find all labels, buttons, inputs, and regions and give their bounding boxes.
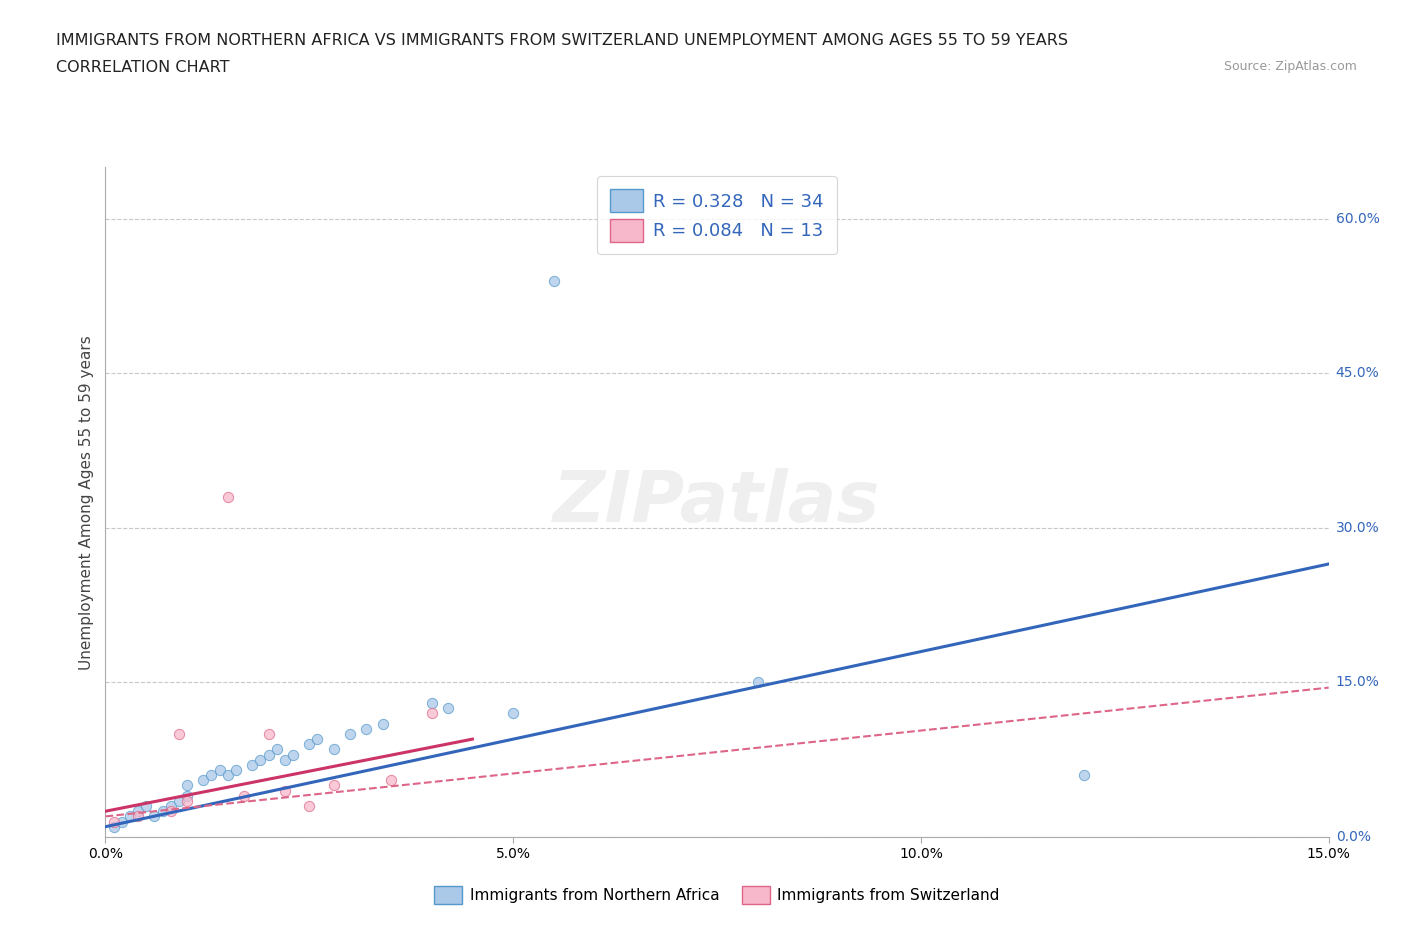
Point <box>152 804 174 818</box>
Point <box>208 763 231 777</box>
Text: 0.0%: 0.0% <box>1336 830 1371 844</box>
Point <box>1073 768 1095 783</box>
Point <box>420 706 443 721</box>
Point <box>240 757 263 772</box>
Point <box>298 737 321 751</box>
Legend: Immigrants from Northern Africa, Immigrants from Switzerland: Immigrants from Northern Africa, Immigra… <box>429 880 1005 910</box>
Text: Source: ZipAtlas.com: Source: ZipAtlas.com <box>1223 60 1357 73</box>
Point <box>339 726 361 741</box>
Point <box>420 696 443 711</box>
Point <box>176 793 198 808</box>
Text: 15.0%: 15.0% <box>1336 675 1379 689</box>
Point <box>159 804 181 818</box>
Point <box>380 773 402 788</box>
Point <box>356 722 378 737</box>
Point <box>502 706 524 721</box>
Point <box>103 819 125 834</box>
Point <box>176 789 198 804</box>
Text: 60.0%: 60.0% <box>1336 212 1379 226</box>
Point <box>249 752 271 767</box>
Y-axis label: Unemployment Among Ages 55 to 59 years: Unemployment Among Ages 55 to 59 years <box>79 335 94 670</box>
Point <box>111 814 134 829</box>
Point <box>543 273 565 288</box>
Point <box>747 675 769 690</box>
Point <box>274 752 297 767</box>
Point <box>159 799 181 814</box>
Text: CORRELATION CHART: CORRELATION CHART <box>56 60 229 75</box>
Text: 45.0%: 45.0% <box>1336 366 1379 380</box>
Point <box>298 799 321 814</box>
Point <box>233 789 256 804</box>
Point <box>127 809 149 824</box>
Point <box>322 742 344 757</box>
Point <box>225 763 247 777</box>
Point <box>274 783 297 798</box>
Point <box>266 742 288 757</box>
Point <box>371 716 394 731</box>
Point <box>167 726 190 741</box>
Point <box>135 799 157 814</box>
Text: 30.0%: 30.0% <box>1336 521 1379 535</box>
Point <box>176 778 198 793</box>
Point <box>127 804 149 818</box>
Point <box>200 768 222 783</box>
Text: IMMIGRANTS FROM NORTHERN AFRICA VS IMMIGRANTS FROM SWITZERLAND UNEMPLOYMENT AMON: IMMIGRANTS FROM NORTHERN AFRICA VS IMMIG… <box>56 33 1069 47</box>
Point <box>281 747 304 762</box>
Point <box>437 701 460 716</box>
Point <box>322 778 344 793</box>
Point <box>167 793 190 808</box>
Point <box>193 773 215 788</box>
Point <box>257 747 280 762</box>
Point <box>307 732 329 747</box>
Point <box>118 809 141 824</box>
Point <box>103 814 125 829</box>
Text: ZIPatlas: ZIPatlas <box>554 468 880 537</box>
Point <box>217 489 239 504</box>
Point <box>217 768 239 783</box>
Point <box>143 809 166 824</box>
Point <box>257 726 280 741</box>
